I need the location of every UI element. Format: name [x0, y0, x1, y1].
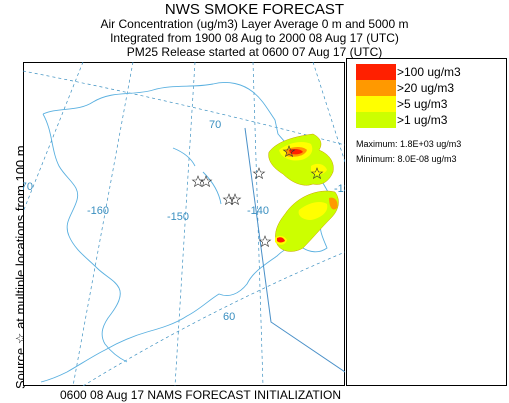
subtitle-concentration: Air Concentration (ug/m3) Layer Average …: [100, 17, 409, 31]
subtitle-integration: Integrated from 1900 08 Aug to 2000 08 A…: [110, 31, 399, 45]
smoke-map: 70 -170 -160 -150 -140 -130 60: [23, 62, 345, 386]
legend-label-5: >5 ug/m3: [397, 97, 448, 111]
lat-label-60: 60: [223, 311, 235, 323]
subtitle-release: PM25 Release started at 0600 07 Aug 17 (…: [126, 45, 383, 59]
concentration-legend: >100 ug/m3 >20 ug/m3 >5 ug/m3 >1 ug/m3 M…: [346, 58, 507, 386]
lon-label-minus160: -160: [87, 205, 109, 217]
legend-swatch-lime: [356, 112, 396, 128]
lon-label-minus130: -130: [334, 183, 345, 195]
legend-label-100: >100 ug/m3: [397, 65, 461, 79]
legend-maximum: Maximum: 1.8E+03 ug/m3: [356, 139, 462, 149]
lat-label-70: 70: [209, 119, 221, 131]
legend-row-1: >1 ug/m3: [356, 112, 506, 128]
lon-label-minus170: -170: [23, 181, 33, 193]
map-title: NWS SMOKE FORECAST: [164, 1, 345, 18]
lon-label-minus150: -150: [167, 211, 189, 223]
alaska-coastline: [40, 81, 332, 383]
legend-row-5: >5 ug/m3: [356, 96, 506, 112]
legend-swatch-red: [356, 64, 396, 80]
forecast-initialization: 0600 08 Aug 17 NAMS FORECAST INITIALIZAT…: [60, 388, 341, 402]
canada-border: [244, 127, 345, 373]
legend-swatch-yellow: [356, 96, 396, 112]
lon-label-minus140: -140: [247, 205, 269, 217]
legend-row-20: >20 ug/m3: [356, 80, 506, 96]
legend-label-1: >1 ug/m3: [397, 113, 448, 127]
legend-minimum: Minimum: 8.0E-08 ug/m3: [356, 154, 457, 164]
legend-row-100: >100 ug/m3: [356, 64, 506, 80]
legend-swatch-orange: [356, 80, 396, 96]
fire-source-markers: [191, 145, 324, 248]
legend-label-20: >20 ug/m3: [397, 81, 455, 95]
